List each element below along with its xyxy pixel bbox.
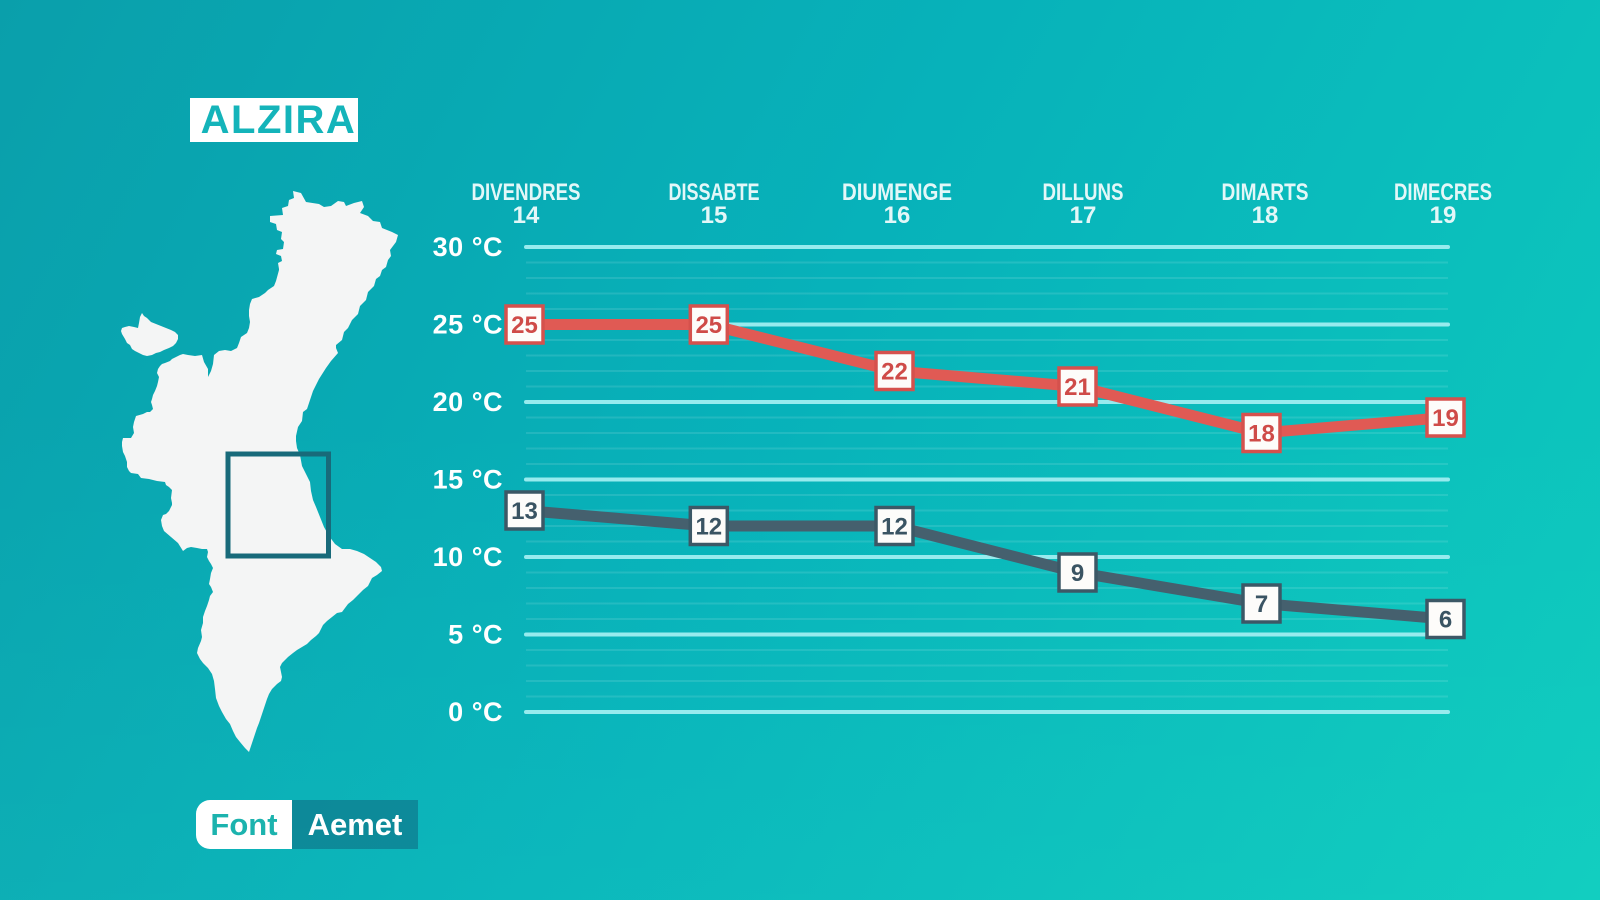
svg-text:18: 18 (1248, 421, 1275, 448)
svg-text:18: 18 (1252, 202, 1279, 229)
svg-text:6: 6 (1439, 607, 1452, 634)
svg-text:0 °C: 0 °C (448, 697, 503, 727)
svg-text:DIMARTS: DIMARTS (1222, 179, 1309, 206)
svg-text:20 °C: 20 °C (433, 387, 503, 417)
svg-text:19: 19 (1432, 405, 1459, 432)
svg-text:12: 12 (695, 514, 722, 541)
svg-text:22: 22 (881, 359, 908, 386)
svg-text:DIVENDRES: DIVENDRES (472, 179, 581, 206)
svg-text:DIMECRES: DIMECRES (1394, 179, 1492, 206)
svg-text:25: 25 (511, 312, 538, 339)
svg-text:25 °C: 25 °C (433, 310, 503, 340)
svg-text:9: 9 (1071, 560, 1084, 587)
svg-text:DIUMENGE: DIUMENGE (842, 179, 952, 206)
svg-text:14: 14 (513, 202, 540, 229)
svg-text:15 °C: 15 °C (433, 465, 503, 495)
svg-text:DISSABTE: DISSABTE (669, 179, 760, 206)
svg-text:17: 17 (1070, 202, 1097, 229)
svg-text:7: 7 (1255, 591, 1268, 618)
svg-text:30 °C: 30 °C (433, 232, 503, 262)
svg-text:10 °C: 10 °C (433, 542, 503, 572)
svg-text:13: 13 (511, 498, 538, 525)
svg-text:19: 19 (1430, 202, 1457, 229)
svg-text:DILLUNS: DILLUNS (1043, 179, 1124, 206)
svg-text:15: 15 (701, 202, 728, 229)
svg-text:21: 21 (1064, 374, 1091, 401)
svg-text:16: 16 (884, 202, 911, 229)
svg-text:25: 25 (695, 312, 722, 339)
svg-text:12: 12 (881, 514, 908, 541)
svg-text:5 °C: 5 °C (448, 620, 503, 650)
